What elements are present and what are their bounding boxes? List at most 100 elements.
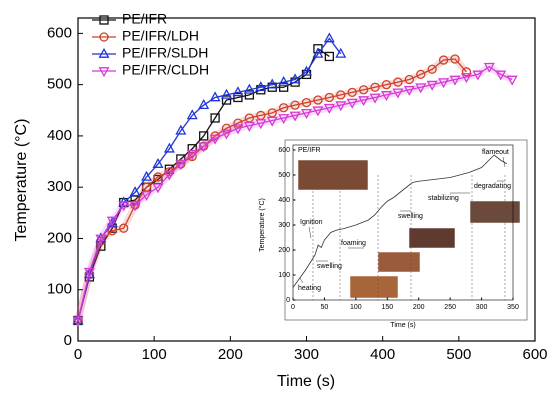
marker <box>221 88 233 99</box>
marker <box>243 121 255 132</box>
marker <box>461 67 472 77</box>
marker <box>233 92 243 103</box>
marker <box>221 123 232 133</box>
marker <box>347 87 357 97</box>
marker <box>336 90 346 100</box>
marker <box>312 106 324 117</box>
annotation: stabilizing <box>428 195 459 202</box>
marker <box>278 103 289 113</box>
marker <box>244 90 255 100</box>
marker <box>118 201 130 212</box>
marker <box>358 85 369 95</box>
marker <box>175 124 187 135</box>
marker <box>278 75 290 86</box>
x-tick-label: 300 <box>294 346 319 363</box>
marker <box>323 32 335 43</box>
marker <box>358 96 370 107</box>
marker <box>301 65 312 76</box>
marker <box>483 62 495 73</box>
marker <box>381 80 392 90</box>
annotation-arrow <box>502 156 506 168</box>
x-tick-label: 400 <box>370 346 395 363</box>
marker <box>129 186 141 197</box>
marker <box>506 75 518 86</box>
marker <box>312 47 324 58</box>
y-tick-label: 500 <box>278 172 290 179</box>
inset-y-label: Temperature (°C) <box>258 198 266 252</box>
marker <box>232 124 244 135</box>
x-tick-label: 0 <box>74 346 82 363</box>
marker <box>199 131 209 141</box>
marker <box>98 67 110 78</box>
marker <box>141 191 153 202</box>
x-axis-label: Time (s) <box>277 373 335 390</box>
marker <box>95 234 107 245</box>
marker <box>393 77 403 87</box>
legend-label: PE/IFR/LDH <box>122 28 199 44</box>
x-tick-label: 150 <box>381 304 393 311</box>
legend-label: PE/IFR/CLDH <box>122 62 209 78</box>
y-tick-label: 0 <box>286 297 290 304</box>
marker <box>335 47 347 58</box>
marker <box>449 75 461 86</box>
marker <box>313 95 323 105</box>
x-tick-label: 500 <box>446 346 471 363</box>
marker <box>335 101 347 112</box>
marker <box>438 78 450 89</box>
y-tick-label: 500 <box>47 76 72 93</box>
marker <box>324 51 335 62</box>
y-tick-label: 300 <box>47 178 72 195</box>
x-tick-label: 250 <box>444 304 456 311</box>
marker <box>403 85 415 96</box>
marker <box>72 314 84 325</box>
marker <box>209 91 221 102</box>
annotation: foaming <box>341 240 366 247</box>
y-tick-label: 600 <box>47 24 72 41</box>
marker <box>99 32 109 42</box>
marker <box>163 142 175 153</box>
photo <box>297 159 369 191</box>
annotation-arrow <box>308 226 312 239</box>
marker <box>210 113 220 123</box>
y-tick-label: 200 <box>278 247 290 254</box>
marker <box>255 81 267 92</box>
legend-label: PE/IFR <box>122 11 167 27</box>
x-tick-label: 100 <box>350 304 362 311</box>
x-tick-label: 100 <box>142 346 167 363</box>
marker <box>438 55 449 65</box>
x-tick-label: 50 <box>321 304 329 311</box>
marker <box>233 118 243 128</box>
marker <box>221 95 232 105</box>
marker <box>369 93 381 104</box>
y-tick-label: 100 <box>278 272 290 279</box>
plot-frame <box>292 144 514 301</box>
marker <box>415 83 427 94</box>
photo <box>377 251 421 273</box>
marker <box>152 183 164 194</box>
marker <box>255 119 267 130</box>
x-tick-label: 200 <box>413 304 425 311</box>
annotation: heating <box>298 285 321 292</box>
marker <box>175 160 187 171</box>
marker <box>186 109 198 120</box>
photo <box>469 200 521 224</box>
marker <box>119 223 129 233</box>
marker <box>106 216 118 227</box>
x-tick-label: 600 <box>522 346 547 363</box>
marker <box>450 54 460 64</box>
marker <box>426 80 438 91</box>
marker <box>198 99 210 110</box>
marker <box>209 134 221 145</box>
marker <box>472 70 484 81</box>
marker <box>176 154 186 164</box>
annotation: flameout <box>482 149 509 156</box>
annotation: swelling <box>398 213 423 220</box>
y-tick-label: 400 <box>47 127 72 144</box>
marker <box>416 69 426 80</box>
inset-title: PE/IFR <box>298 147 321 154</box>
photo <box>349 275 399 299</box>
marker <box>278 82 289 92</box>
marker <box>99 15 109 25</box>
marker <box>129 201 141 212</box>
